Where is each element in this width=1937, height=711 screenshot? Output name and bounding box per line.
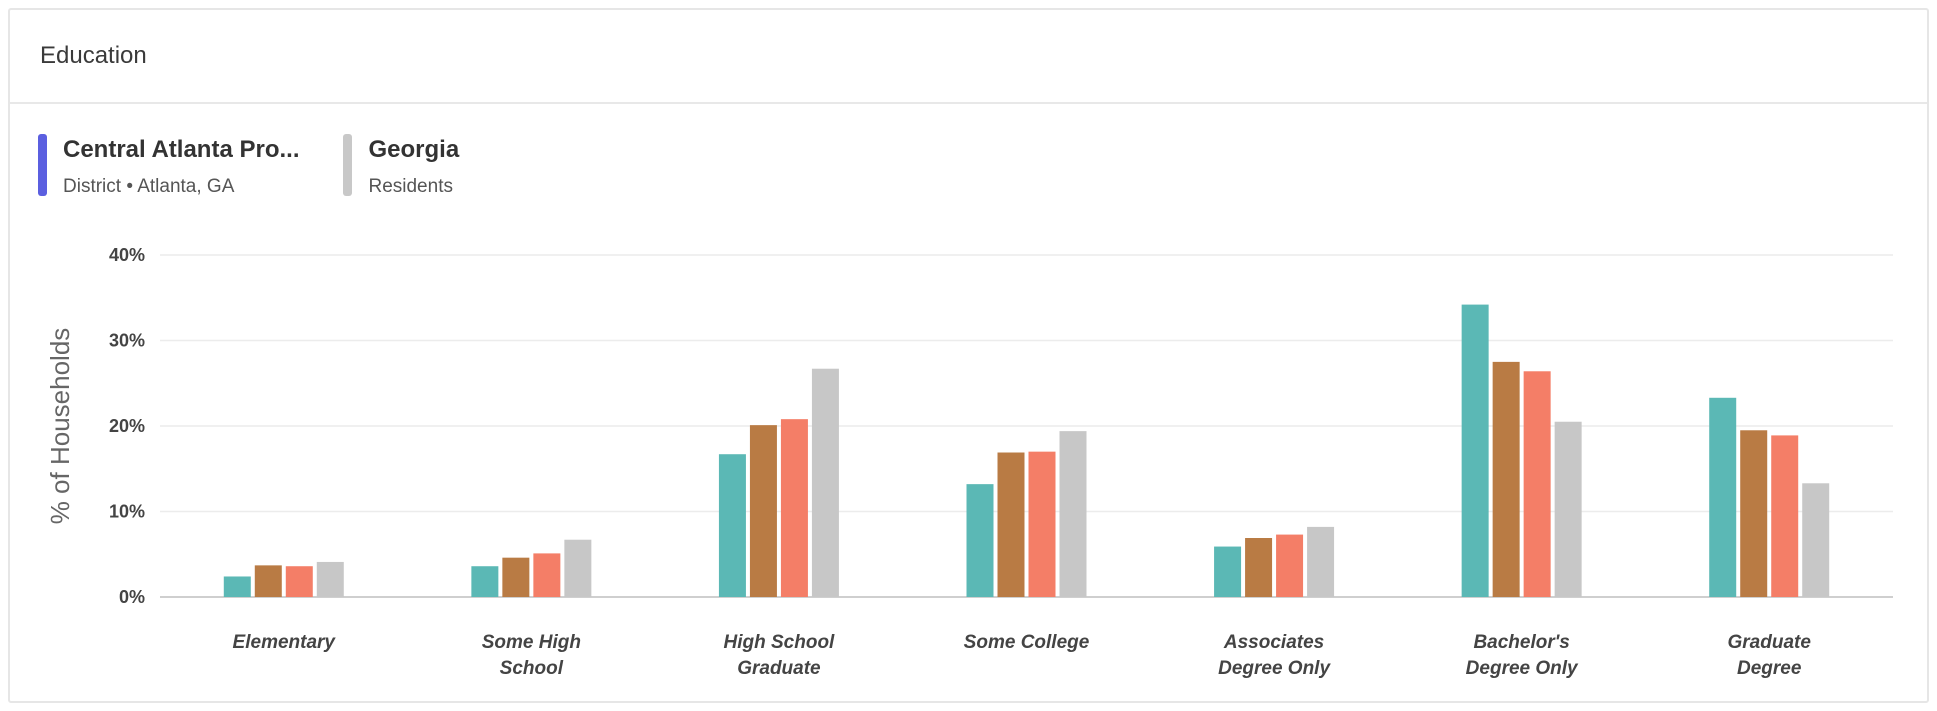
bar [749, 425, 777, 597]
legend: Central Atlanta Pro... District • Atlant… [38, 134, 503, 198]
bar [1214, 546, 1242, 597]
bar [471, 566, 499, 597]
bar [718, 454, 746, 597]
bar [966, 484, 994, 597]
bar [1771, 435, 1799, 597]
bar [533, 553, 561, 597]
x-category-label: Associates [1223, 632, 1324, 653]
y-tick-label: 20% [109, 416, 145, 436]
legend-swatch-district [38, 134, 47, 196]
bar [1802, 483, 1830, 597]
x-category-label: Bachelor's [1473, 632, 1569, 653]
bar [997, 452, 1025, 597]
bar [502, 557, 530, 597]
y-tick-label: 10% [109, 502, 145, 522]
legend-item-district[interactable]: Central Atlanta Pro... District • Atlant… [38, 134, 299, 198]
bar [1461, 304, 1489, 597]
bar [1554, 421, 1582, 597]
bar [780, 419, 808, 597]
bar [1709, 397, 1737, 597]
bar [316, 561, 344, 597]
bar [1276, 534, 1304, 597]
bar [1028, 451, 1056, 597]
legend-name-district: Central Atlanta Pro... [63, 136, 300, 163]
bar [223, 576, 251, 597]
y-axis-title: % of Households [45, 328, 75, 525]
y-tick-label: 30% [109, 331, 145, 351]
bar [1523, 371, 1551, 597]
legend-name-georgia: Georgia [368, 136, 460, 163]
x-category-label: Graduate [1728, 632, 1812, 653]
bar [1307, 526, 1335, 597]
card-header: Education [10, 10, 1927, 104]
x-category-label: High School [724, 632, 836, 653]
bar [811, 368, 839, 597]
bar [1059, 431, 1087, 597]
x-category-label: Degree [1737, 658, 1802, 679]
y-tick-label: 0% [119, 587, 145, 607]
x-category-label: Degree Only [1466, 658, 1579, 679]
legend-sub-district: District • Atlanta, GA [63, 176, 235, 197]
bar [254, 565, 282, 597]
x-category-label: Degree Only [1218, 658, 1331, 679]
bar [1245, 538, 1273, 597]
legend-swatch-georgia [343, 134, 353, 196]
bar [285, 566, 313, 597]
x-category-label: School [500, 658, 564, 679]
x-category-label: Some High [482, 632, 581, 653]
bar [1492, 361, 1520, 597]
bar [1740, 430, 1768, 597]
card-title: Education [40, 42, 147, 69]
bar [564, 539, 592, 597]
x-category-label: Graduate [737, 658, 821, 679]
y-tick-label: 40% [109, 245, 145, 265]
x-category-label: Elementary [233, 632, 337, 653]
legend-item-georgia[interactable]: Georgia Residents [343, 134, 459, 198]
legend-sub-georgia: Residents [368, 176, 453, 197]
x-category-label: Some College [964, 632, 1090, 653]
